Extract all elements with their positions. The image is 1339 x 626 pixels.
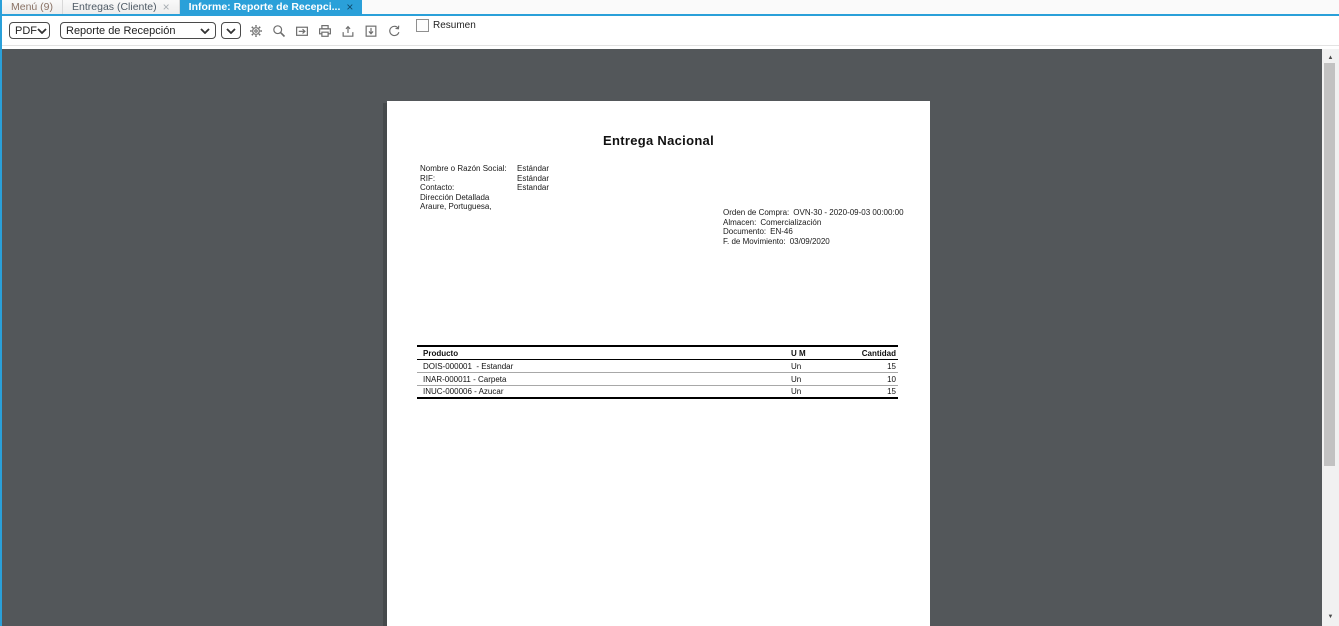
column-header-cantidad: Cantidad — [861, 348, 896, 358]
scroll-up-arrow[interactable]: ▲ — [1327, 55, 1334, 61]
format-select-value: PDF — [15, 24, 37, 37]
detail-label: F. de Movimiento: — [723, 236, 786, 246]
detail-value: EN-46 — [770, 227, 793, 236]
cell-cantidad: 15 — [887, 361, 896, 371]
recipient-label: Contacto: — [420, 183, 455, 192]
print-icon — [318, 24, 331, 37]
recipient-row: RIF: Estándar — [420, 174, 549, 184]
chevron-down-icon — [37, 27, 47, 34]
column-header-producto: Producto — [423, 348, 459, 358]
recipient-value: Estándar — [517, 164, 550, 173]
cell-um: Un — [791, 374, 802, 384]
product-table: Producto U M Cantidad DOIS-000001 - Esta… — [417, 345, 898, 399]
detail-value: 03/09/2020 — [789, 236, 830, 246]
recipient-block: Nombre o Razón Social: Estándar RIF: Est… — [420, 164, 549, 212]
report-viewer: Entrega Nacional Nombre o Razón Social: … — [2, 49, 1339, 626]
download-button[interactable] — [362, 22, 379, 39]
cell-cantidad: 10 — [887, 374, 896, 384]
detail-row: Documento: EN-46 — [723, 227, 904, 237]
column-header-um: U M — [791, 348, 806, 358]
recipient-label: Nombre o Razón Social: — [420, 164, 507, 173]
export-file-icon — [295, 26, 308, 36]
close-icon[interactable]: × — [162, 0, 170, 14]
tab-informe-reporte[interactable]: Informe: Reporte de Recepci... × — [179, 0, 363, 14]
search-button[interactable] — [270, 22, 287, 39]
report-options-dropdown-button[interactable] — [221, 22, 241, 39]
chevron-down-icon — [226, 27, 236, 34]
close-icon[interactable]: × — [346, 0, 354, 14]
report-title: Entrega Nacional — [603, 133, 714, 148]
vertical-scrollbar[interactable]: ▲ ▼ — [1322, 49, 1339, 626]
upload-button[interactable] — [339, 22, 356, 39]
cell-producto: INUC-000006 - Azucar — [423, 387, 504, 396]
resumen-checkbox[interactable] — [416, 19, 429, 32]
recipient-value: Estándar — [517, 173, 550, 183]
report-toolbar: PDF Reporte de Recepción — [2, 16, 1339, 46]
recipient-label: RIF: — [420, 173, 436, 183]
recipient-value: Estandar — [517, 183, 550, 192]
cell-producto: INAR-000011 - Carpeta — [423, 374, 507, 384]
table-header-row: Producto U M Cantidad — [417, 345, 898, 360]
export-file-button[interactable] — [293, 22, 310, 39]
format-select[interactable]: PDF — [9, 22, 50, 39]
resumen-checkbox-label: Resumen — [433, 20, 476, 31]
detail-value: Comercialización — [760, 217, 822, 227]
tab-entregas-label: Entregas (Cliente) — [72, 1, 157, 13]
tab-menu-label: Menú (9) — [11, 1, 54, 13]
table-row: INAR-000011 - Carpeta Un 10 — [417, 373, 898, 386]
tab-bar: Menú (9) Entregas (Cliente) × Informe: R… — [2, 0, 1339, 16]
detail-row: Orden de Compra: OVN-30 - 2020-09-03 00:0… — [723, 208, 904, 218]
recipient-row: Contacto: Estandar — [420, 183, 549, 193]
detail-value: OVN-30 - 2020-09-03 00:00:00 — [793, 208, 904, 217]
report-select[interactable]: Reporte de Recepción — [60, 22, 216, 39]
tab-informe-label: Informe: Reporte de Recepci... — [188, 1, 341, 13]
search-icon — [272, 24, 285, 37]
tab-entregas-cliente[interactable]: Entregas (Cliente) × — [63, 0, 180, 14]
table-row: DOIS-000001 - Estandar Un 15 — [417, 360, 898, 373]
detail-label: Orden de Compra: — [723, 208, 790, 217]
refresh-icon — [388, 25, 399, 36]
scrollbar-thumb[interactable] — [1324, 63, 1335, 466]
report-page: Entrega Nacional Nombre o Razón Social: … — [387, 101, 930, 626]
detail-label: Almacen: — [723, 217, 757, 227]
detail-row: F. de Movimiento: 03/09/2020 — [723, 237, 904, 247]
tab-menu[interactable]: Menú (9) — [2, 0, 64, 14]
upload-icon — [342, 25, 353, 37]
cell-um: Un — [791, 361, 802, 371]
print-button[interactable] — [316, 22, 333, 39]
cell-producto: DOIS-000001 - Estandar — [423, 361, 514, 371]
table-row: INUC-000006 - Azucar Un 15 — [417, 386, 898, 399]
recipient-address-line: Dirección Detallada — [420, 192, 490, 202]
scroll-down-arrow[interactable]: ▼ — [1327, 614, 1334, 620]
document-details-block: Orden de Compra: OVN-30 - 2020-09-03 00:0… — [723, 208, 904, 246]
download-icon — [365, 25, 376, 37]
summary-option: Resumen — [416, 19, 476, 32]
recipient-row: Nombre o Razón Social: Estándar — [420, 164, 549, 174]
settings-icon — [249, 24, 262, 37]
chevron-down-icon — [200, 27, 210, 34]
settings-button[interactable] — [247, 22, 264, 39]
detail-label: Documento: — [723, 227, 767, 236]
report-select-value: Reporte de Recepción — [66, 24, 176, 37]
recipient-address-line: Araure, Portuguesa, — [420, 202, 492, 211]
cell-cantidad: 15 — [887, 387, 896, 396]
cell-um: Un — [791, 387, 802, 396]
refresh-button[interactable] — [385, 22, 402, 39]
detail-row: Almacen: Comercialización — [723, 218, 904, 228]
